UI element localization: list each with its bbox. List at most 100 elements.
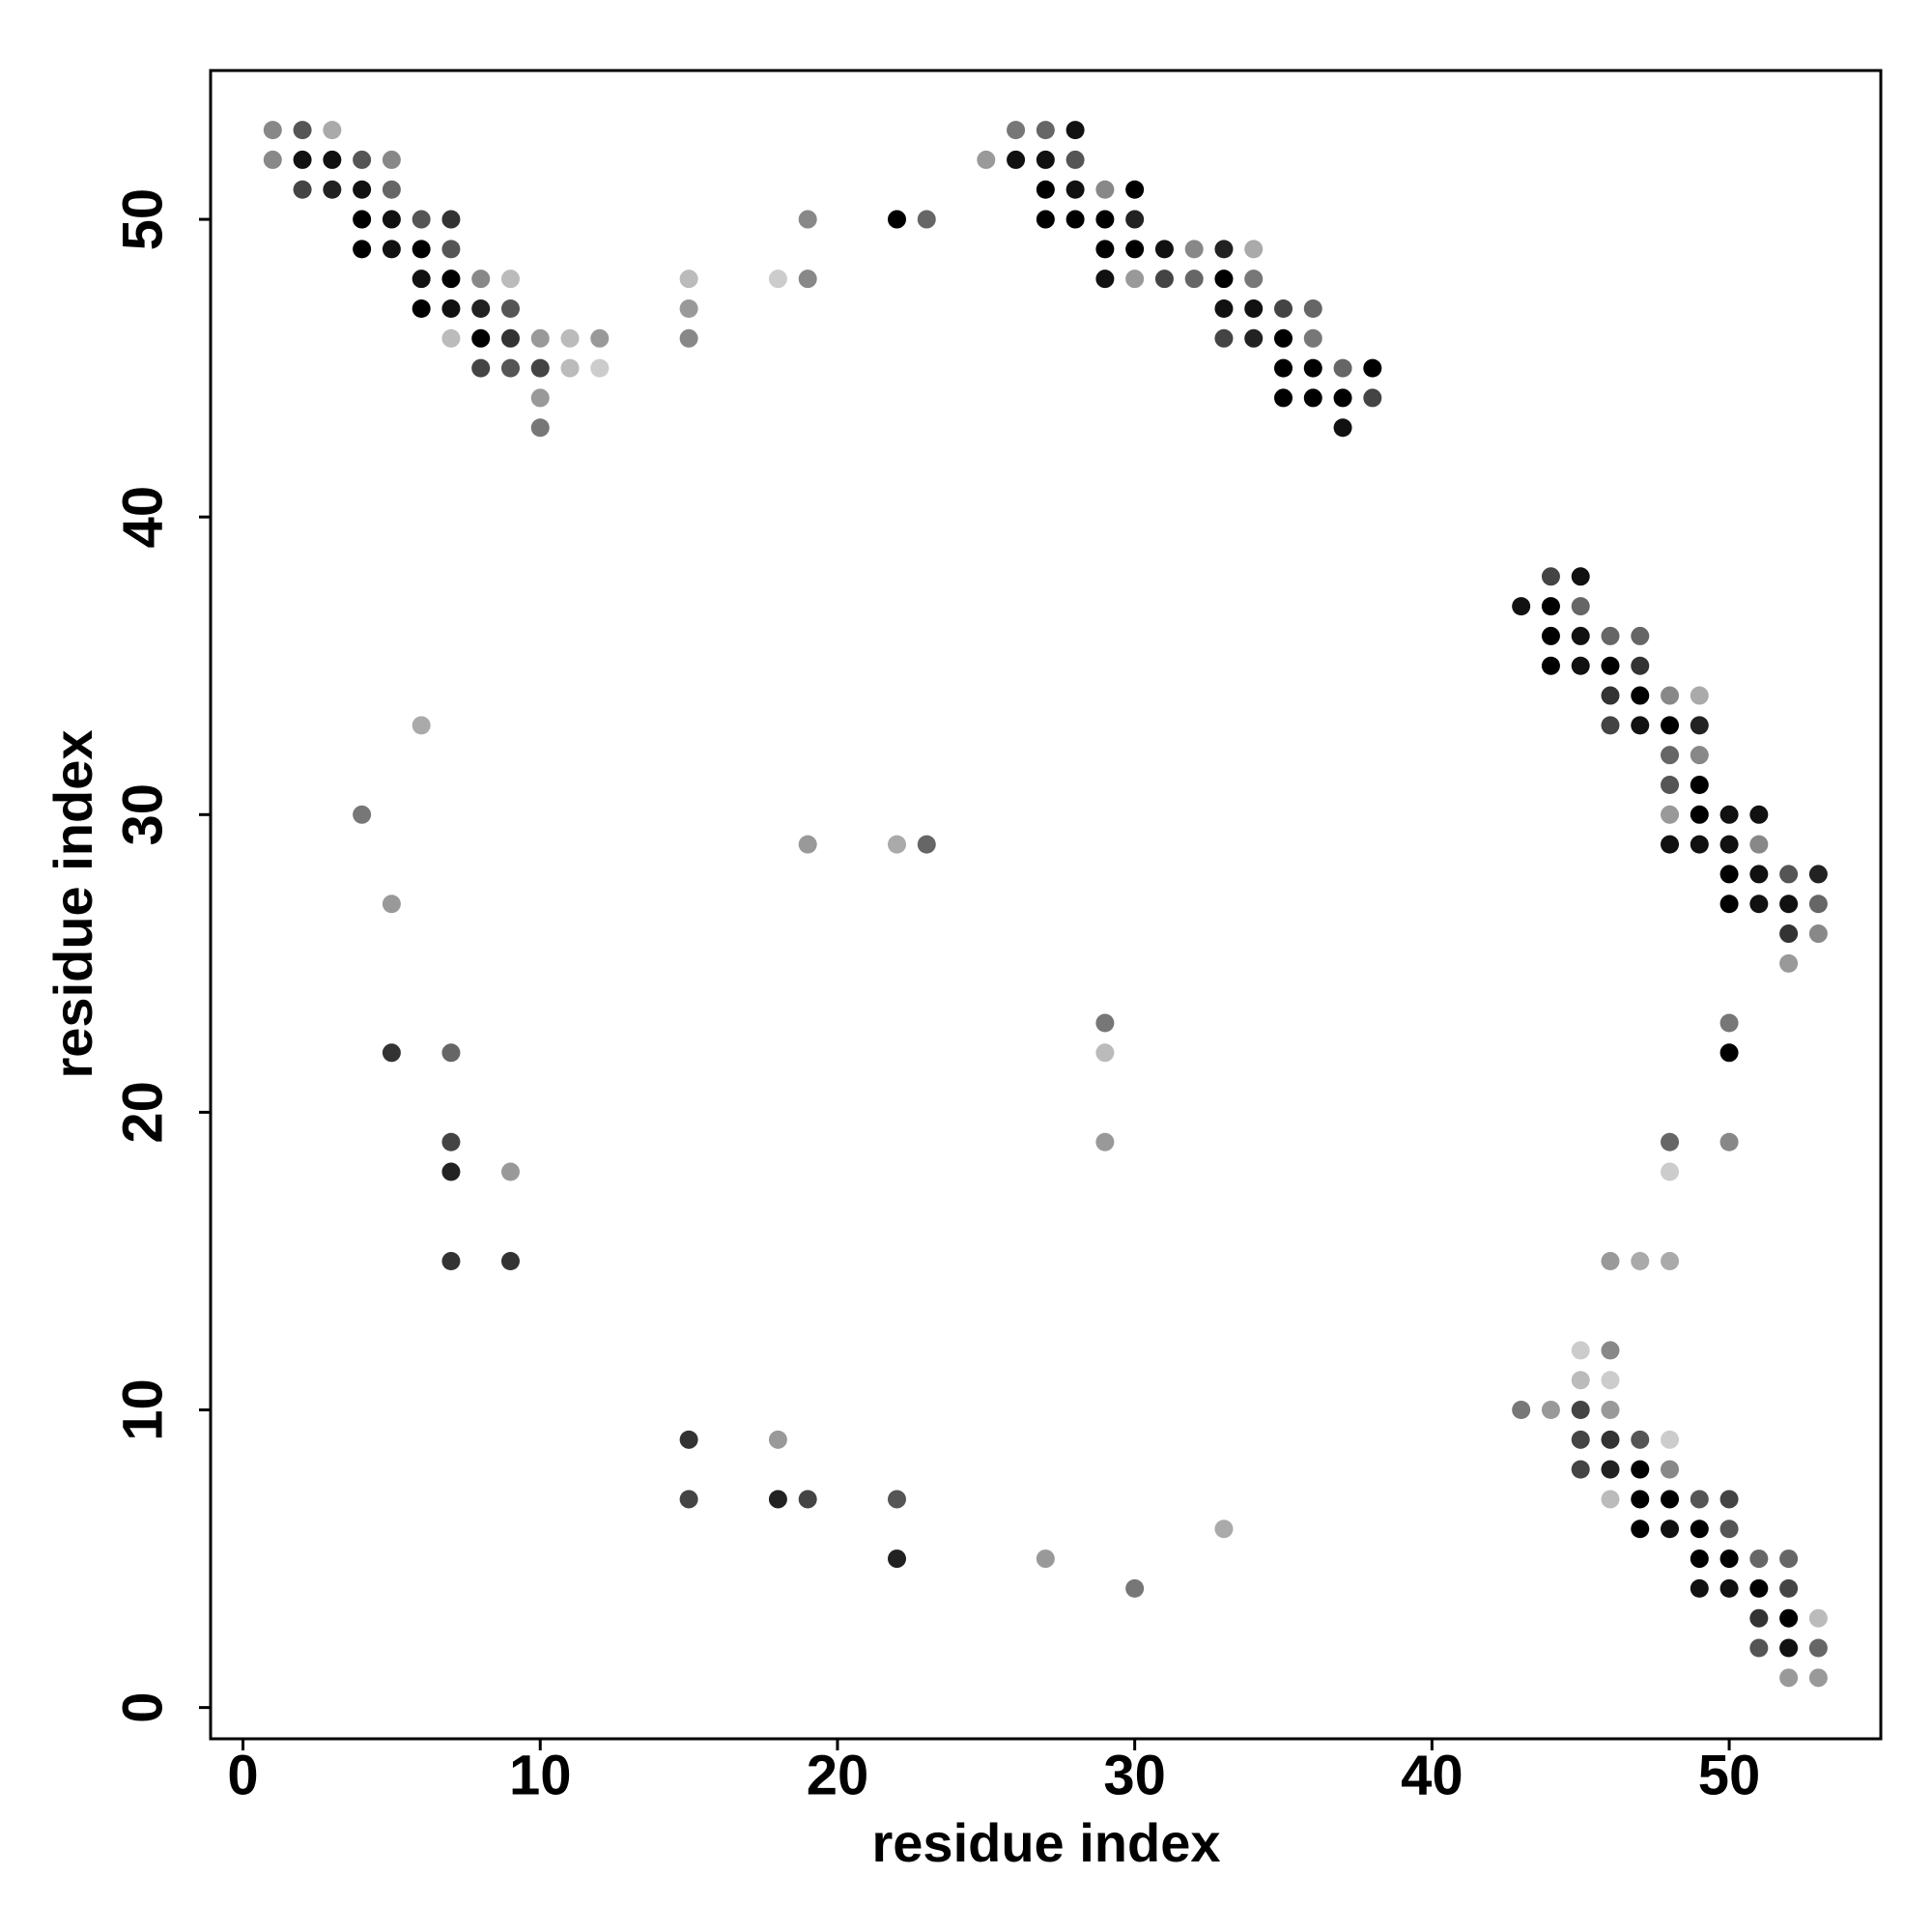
point xyxy=(1571,597,1590,616)
point xyxy=(1571,1430,1590,1449)
point xyxy=(382,210,401,229)
point xyxy=(1184,240,1204,259)
point xyxy=(1184,270,1204,289)
point xyxy=(977,150,996,169)
point xyxy=(887,210,906,229)
point xyxy=(1512,597,1531,616)
point xyxy=(441,240,461,259)
point xyxy=(1661,1162,1680,1181)
point xyxy=(1095,180,1115,199)
point xyxy=(1065,121,1085,140)
point xyxy=(1601,626,1620,645)
point xyxy=(1661,686,1680,705)
point xyxy=(679,1490,698,1509)
point xyxy=(1719,1520,1739,1539)
point xyxy=(1779,1638,1799,1658)
point xyxy=(1631,1460,1650,1479)
point xyxy=(1214,328,1234,348)
y-tick-label: 40 xyxy=(111,486,174,549)
point xyxy=(1749,1608,1769,1628)
point xyxy=(1036,1549,1055,1569)
point xyxy=(1719,1490,1739,1509)
point xyxy=(441,1251,461,1270)
point xyxy=(1303,298,1322,318)
point xyxy=(1808,1668,1828,1688)
point xyxy=(1690,835,1709,854)
point xyxy=(1214,240,1234,259)
point xyxy=(441,210,461,229)
point xyxy=(1095,210,1115,229)
point xyxy=(353,150,372,169)
point xyxy=(1333,388,1352,408)
point xyxy=(1601,1401,1620,1420)
point xyxy=(1601,656,1620,675)
point xyxy=(590,328,610,348)
point xyxy=(1661,805,1680,824)
point xyxy=(1690,1520,1709,1539)
point xyxy=(887,1549,906,1569)
point xyxy=(412,240,431,259)
point xyxy=(1631,1490,1650,1509)
y-tick-label: 50 xyxy=(111,188,174,251)
point xyxy=(1719,1043,1739,1063)
point xyxy=(1601,1460,1620,1479)
point xyxy=(500,270,520,289)
point xyxy=(1571,656,1590,675)
point xyxy=(323,180,342,199)
point xyxy=(1719,1013,1739,1033)
point xyxy=(441,1043,461,1063)
point xyxy=(1214,270,1234,289)
point xyxy=(679,328,698,348)
point xyxy=(1065,210,1085,229)
point xyxy=(1690,716,1709,735)
point xyxy=(1601,1490,1620,1509)
point xyxy=(1690,1578,1709,1598)
point xyxy=(263,150,282,169)
point xyxy=(917,835,936,854)
point xyxy=(1661,1251,1680,1270)
point xyxy=(1303,328,1322,348)
point xyxy=(560,358,580,378)
point xyxy=(441,298,461,318)
point xyxy=(353,210,372,229)
point xyxy=(679,298,698,318)
point xyxy=(1749,1638,1769,1658)
point xyxy=(1571,1401,1590,1420)
point xyxy=(1065,150,1085,169)
point xyxy=(1303,358,1322,378)
point xyxy=(353,805,372,824)
point xyxy=(1749,1549,1769,1569)
point xyxy=(412,270,431,289)
point xyxy=(1661,1520,1680,1539)
y-tick-label: 20 xyxy=(111,1081,174,1144)
point xyxy=(1541,656,1560,675)
point xyxy=(1749,835,1769,854)
point xyxy=(1749,1578,1769,1598)
point xyxy=(1571,1371,1590,1390)
point xyxy=(1719,1578,1739,1598)
point xyxy=(1601,1341,1620,1360)
point xyxy=(768,1430,787,1449)
point xyxy=(1125,1578,1145,1598)
point xyxy=(1779,1608,1799,1628)
point xyxy=(1719,805,1739,824)
point xyxy=(1244,328,1264,348)
point xyxy=(500,1162,520,1181)
point xyxy=(441,1132,461,1151)
point xyxy=(1719,1549,1739,1569)
point xyxy=(917,210,936,229)
point xyxy=(323,121,342,140)
point xyxy=(1154,270,1174,289)
point xyxy=(1749,865,1769,884)
point xyxy=(1779,1549,1799,1569)
point xyxy=(1125,240,1145,259)
point xyxy=(1690,775,1709,794)
x-tick-label: 0 xyxy=(227,1744,258,1806)
point xyxy=(1154,240,1174,259)
point xyxy=(1631,656,1650,675)
point xyxy=(1541,567,1560,586)
point xyxy=(887,835,906,854)
x-tick-label: 10 xyxy=(509,1744,572,1806)
